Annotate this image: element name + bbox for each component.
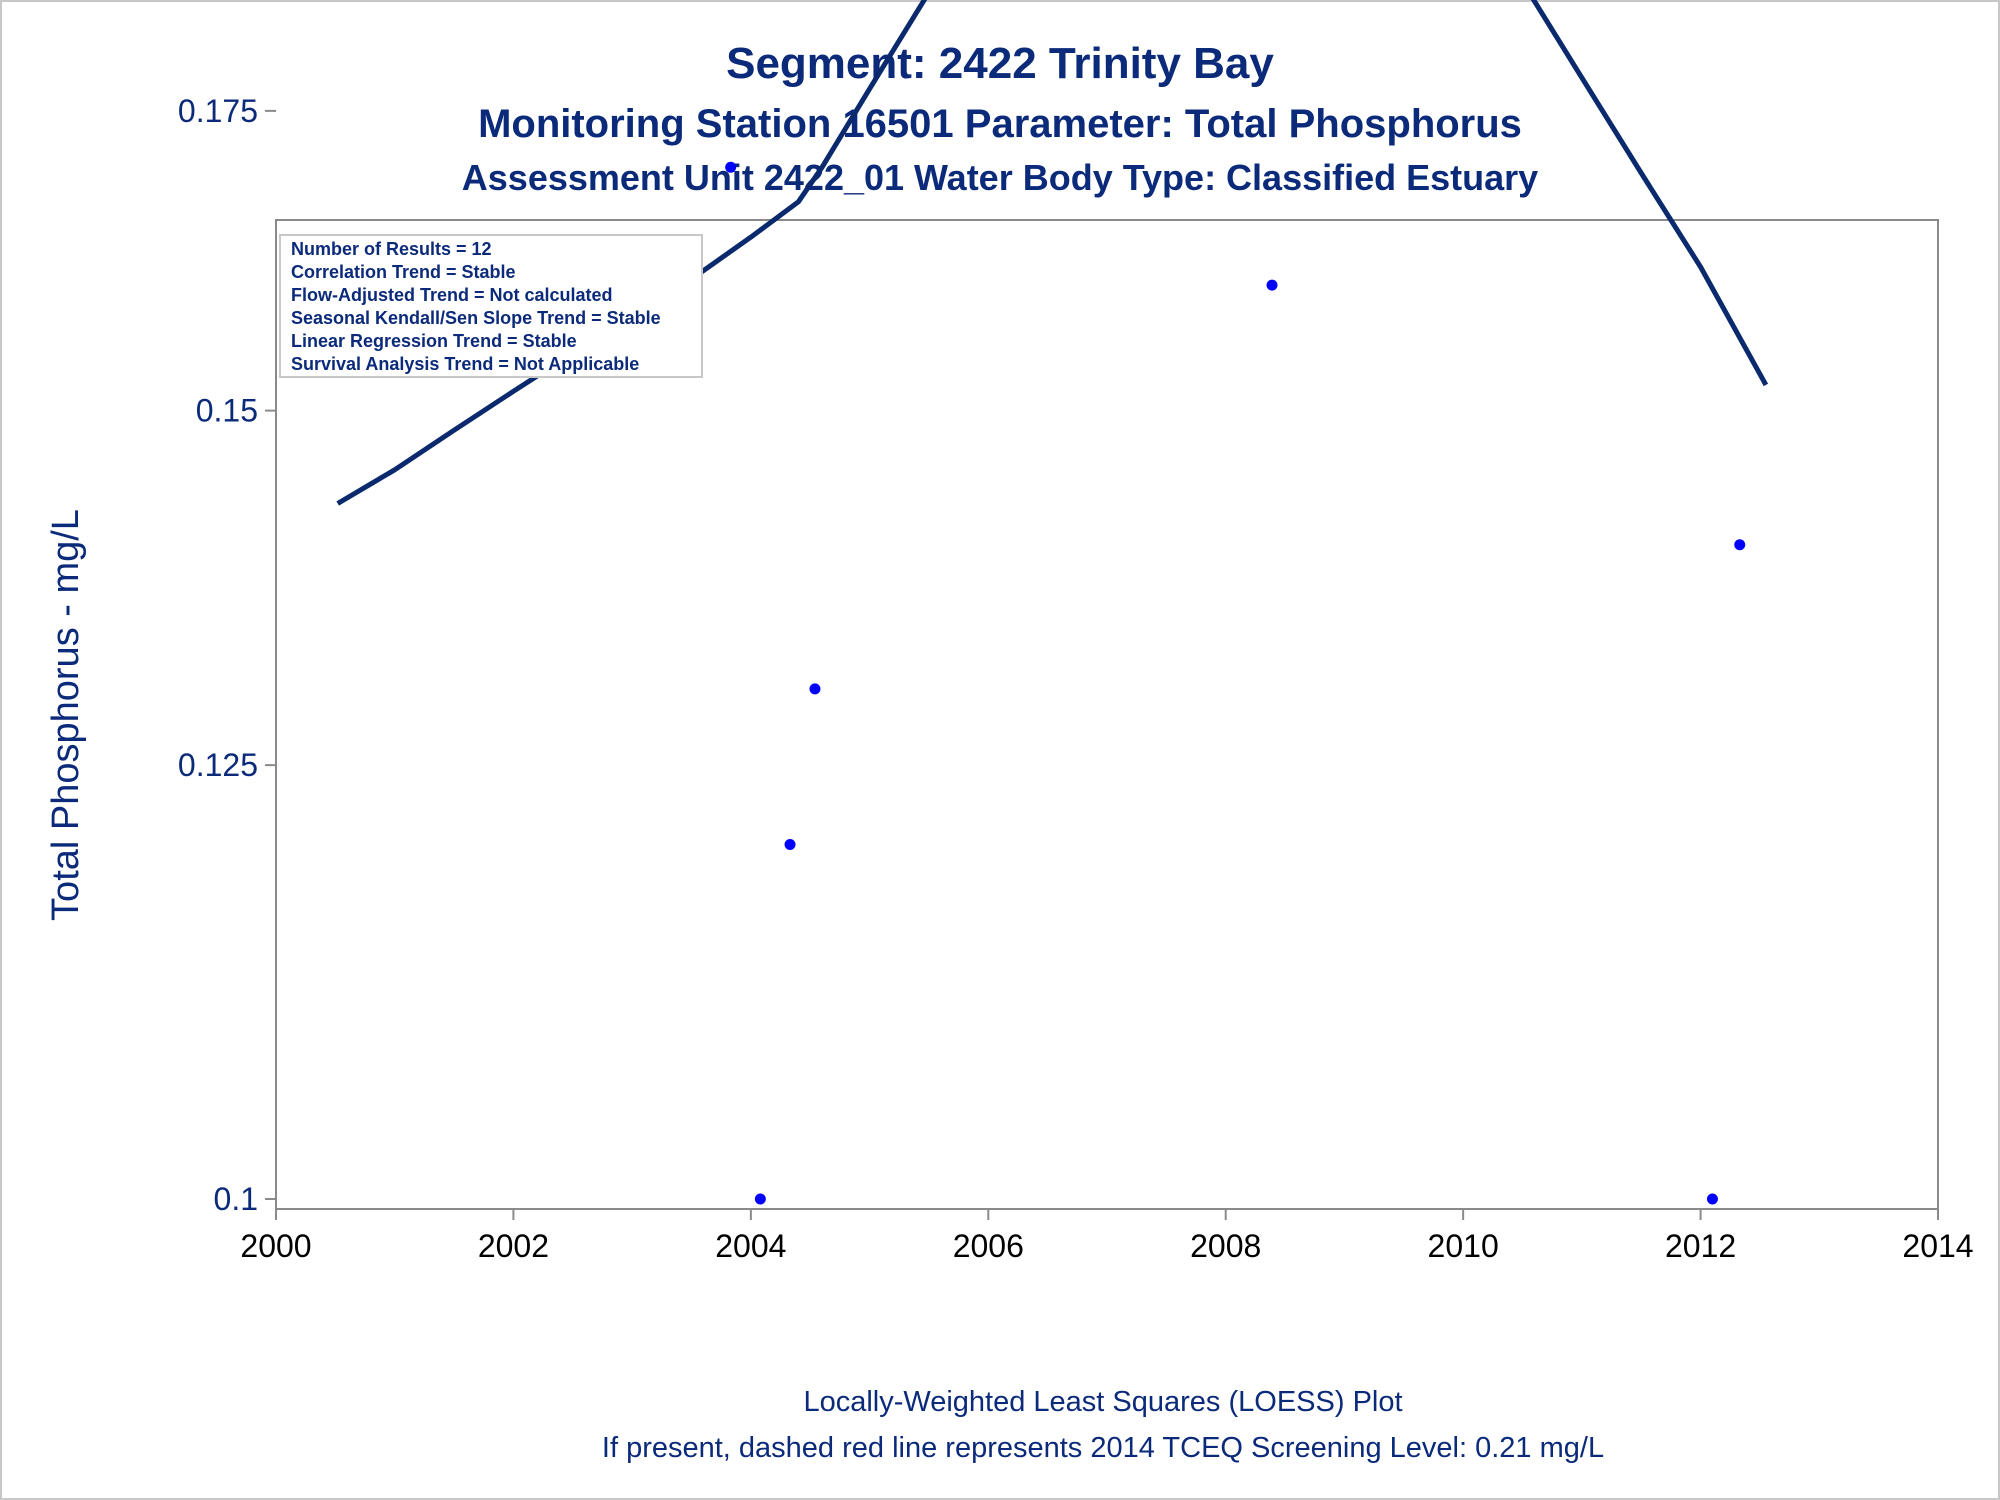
x-tick-label: 2008 [1190,1228,1261,1264]
stats-line-survival: Survival Analysis Trend = Not Applicable [291,354,639,374]
y-tick-label: 0.15 [196,393,258,429]
x-tick-label: 2010 [1428,1228,1499,1264]
chart-subtitle-2: Assessment Unit 2422_01 Water Body Type:… [462,157,1538,198]
x-tick-label: 2014 [1902,1228,1973,1264]
data-point [809,683,821,695]
data-points [725,161,1746,1205]
x-axis: 2000 2002 2004 2006 2008 2010 2012 2014 [240,1209,1974,1264]
stats-line-correlation: Correlation Trend = Stable [291,262,516,282]
y-tick-label: 0.1 [214,1181,258,1217]
stats-line-results: Number of Results = 12 [291,239,492,259]
plot-area [275,219,1939,1210]
y-tick-label: 0.125 [178,747,258,783]
data-point [784,838,796,850]
y-tick-label: 0.175 [178,93,258,129]
stats-box-frame [279,234,703,378]
footer-loess-caption: Locally-Weighted Least Squares (LOESS) P… [803,1386,1402,1418]
x-tick-label: 2004 [715,1228,786,1264]
data-point [1734,539,1746,551]
x-tick-label: 2002 [478,1228,549,1264]
data-point [1266,279,1278,291]
data-point [754,1193,766,1205]
stats-line-flow-adjusted: Flow-Adjusted Trend = Not calculated [291,285,613,305]
stats-line-seasonal-kendall: Seasonal Kendall/Sen Slope Trend = Stabl… [291,308,661,328]
x-tick-label: 2000 [240,1228,311,1264]
data-point [1706,1193,1718,1205]
y-axis: 0.10.1250.150.1750.20.2250.250.2750.30.3… [178,93,276,1217]
footer-screening-note: If present, dashed red line represents 2… [602,1432,1604,1464]
stats-line-linear-regression: Linear Regression Trend = Stable [291,331,577,351]
data-point [725,161,737,173]
y-axis-label: Total Phosphorus - mg/L [45,509,87,921]
chart-title: Segment: 2422 Trinity Bay [726,39,1274,88]
x-tick-label: 2012 [1665,1228,1736,1264]
x-tick-label: 2006 [953,1228,1024,1264]
chart-subtitle: Monitoring Station 16501 Parameter: Tota… [478,102,1522,146]
stats-box: Number of Results = 12 Correlation Trend… [279,234,703,378]
